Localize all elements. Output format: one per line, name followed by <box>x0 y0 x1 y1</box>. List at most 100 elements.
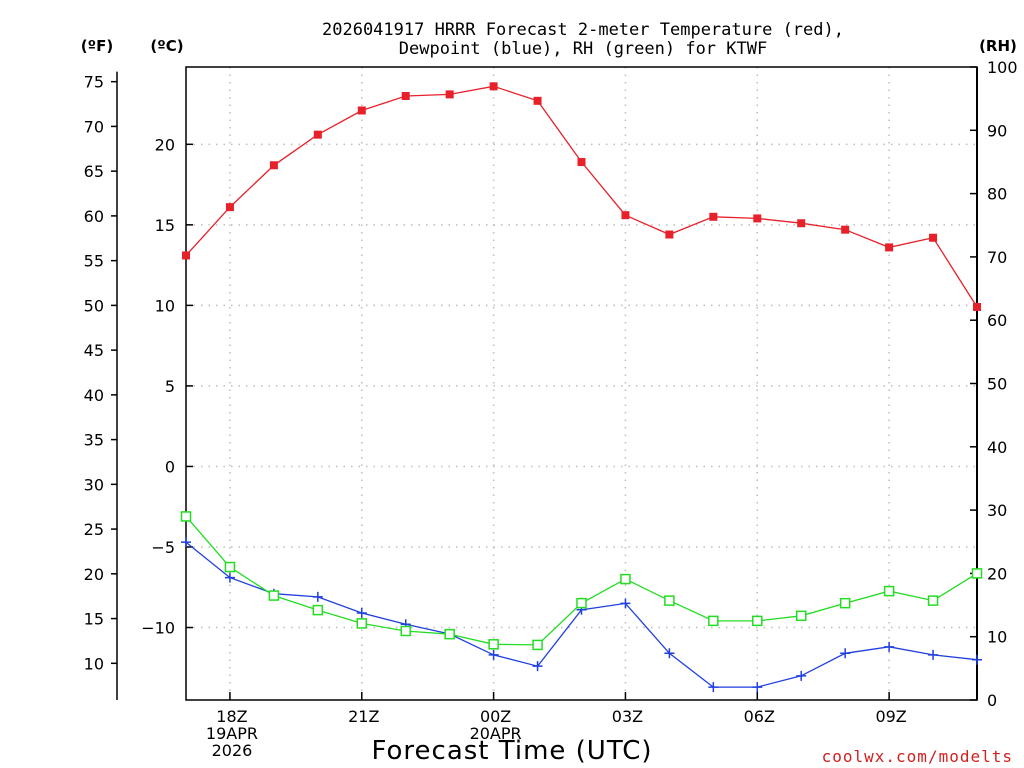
temperature-line <box>185 85 978 308</box>
dewpoint-point <box>312 591 323 602</box>
rh-point <box>268 590 280 601</box>
rh-tick-label: 80 <box>987 185 1007 204</box>
dewpoint-point <box>972 654 982 665</box>
rh-point <box>752 615 763 627</box>
rh-point <box>664 595 675 606</box>
temperature-point <box>929 233 938 242</box>
time-tick-label: 2026 <box>212 741 253 760</box>
fahrenheit-unit-label: (ºF) <box>81 37 113 55</box>
rh-tick-label: 30 <box>987 501 1007 520</box>
rh-tick-label: 20 <box>987 564 1007 583</box>
temperature-point <box>621 211 630 220</box>
rh-point <box>927 595 939 606</box>
rh-point <box>576 597 587 609</box>
rh-tick-label: 50 <box>987 375 1007 394</box>
rh-point <box>620 573 631 585</box>
temperature-point <box>313 130 322 139</box>
fahrenheit-tick-label: 75 <box>84 73 104 92</box>
temperature-point <box>269 161 278 170</box>
temperature-point <box>841 225 850 234</box>
celsius-tick-label: −10 <box>141 619 175 638</box>
dewpoint-point <box>664 648 675 659</box>
dewpoint-point <box>620 598 631 609</box>
rh-point <box>180 511 192 522</box>
celsius-unit-label: (ºC) <box>150 37 183 55</box>
dewpoint-point <box>224 572 235 583</box>
rh-tick-label: 70 <box>987 248 1007 267</box>
dewpoint-point <box>488 649 499 660</box>
fahrenheit-tick-label: 10 <box>84 654 104 673</box>
fahrenheit-tick-label: 40 <box>84 386 104 405</box>
fahrenheit-tick-label: 20 <box>84 565 104 584</box>
celsius-tick-label: 20 <box>155 135 175 154</box>
rh-line <box>185 515 978 646</box>
gridlines <box>186 67 977 700</box>
fahrenheit-tick-label: 30 <box>84 475 104 494</box>
chart-title-line-2: Dewpoint (blue), RH (green) for KTWF <box>399 39 767 59</box>
fahrenheit-tick-label: 45 <box>84 341 104 360</box>
rh-tick-label: 100 <box>987 58 1018 77</box>
celsius-tick-label: 5 <box>165 377 175 396</box>
series-layer <box>180 82 983 693</box>
temperature-point <box>182 251 190 260</box>
rh-point <box>488 639 499 650</box>
dewpoint-point <box>796 670 807 681</box>
temperature-point <box>709 212 718 221</box>
temperature-point <box>357 106 366 115</box>
dewpoint-point <box>884 641 895 652</box>
temperature-point <box>665 230 674 239</box>
dewpoint-point <box>928 649 939 660</box>
rh-point <box>356 618 368 629</box>
dewpoint-point <box>752 682 763 693</box>
dewpoint-point <box>708 682 719 693</box>
chart-title-line-1: 2026041917 HRRR Forecast 2-meter Tempera… <box>322 20 844 40</box>
rh-point <box>839 597 851 609</box>
fahrenheit-tick-label: 50 <box>84 296 104 315</box>
fahrenheit-tick-label: 55 <box>84 252 104 271</box>
fahrenheit-tick-label: 15 <box>84 610 104 629</box>
rh-unit-label: (RH) <box>979 37 1017 55</box>
rh-point <box>795 610 807 622</box>
rh-point <box>400 625 411 637</box>
x-axis-title: Forecast Time (UTC) <box>371 736 652 766</box>
rh-point <box>532 639 543 651</box>
dewpoint-point <box>840 648 851 659</box>
celsius-tick-label: 15 <box>155 216 175 235</box>
time-tick-label: 18Z <box>216 707 247 726</box>
fahrenheit-tick-label: 70 <box>84 117 104 136</box>
rh-point <box>444 628 455 640</box>
temperature-point <box>401 91 410 100</box>
temperature-point <box>885 243 894 252</box>
time-tick-label: 21Z <box>348 707 379 726</box>
temperature-point <box>973 302 981 311</box>
celsius-tick-label: −5 <box>151 538 175 557</box>
time-tick-label: 06Z <box>744 707 775 726</box>
temperature-point <box>577 158 586 167</box>
temperature-point <box>797 219 806 228</box>
temperature-point <box>225 203 234 212</box>
rh-point <box>883 585 895 597</box>
temperature-point <box>533 96 542 105</box>
rh-point <box>312 604 324 616</box>
celsius-tick-label: 0 <box>165 457 175 476</box>
credit-link[interactable]: coolwx.com/modelts <box>822 747 1013 766</box>
rh-point <box>971 568 983 579</box>
temperature-point <box>753 214 762 223</box>
rh-tick-label: 60 <box>987 311 1007 330</box>
fahrenheit-axis: 75 70 65 60 55 50 45 40 35 30 25 20 15 10 <box>84 73 117 673</box>
fahrenheit-tick-label: 65 <box>84 162 104 181</box>
temperature-point <box>445 90 454 99</box>
dewpoint-point <box>181 537 191 548</box>
dewpoint-point <box>532 661 543 672</box>
time-tick-label: 09Z <box>875 707 906 726</box>
time-tick-label: 19APR <box>206 724 258 743</box>
dewpoint-point <box>356 608 367 619</box>
celsius-axis: 20 15 10 5 0 −5 −10 <box>141 135 193 638</box>
rh-point <box>224 561 236 573</box>
time-tick-label: 20APR <box>470 724 522 743</box>
fahrenheit-tick-label: 60 <box>84 207 104 226</box>
rh-tick-label: 10 <box>987 628 1007 647</box>
